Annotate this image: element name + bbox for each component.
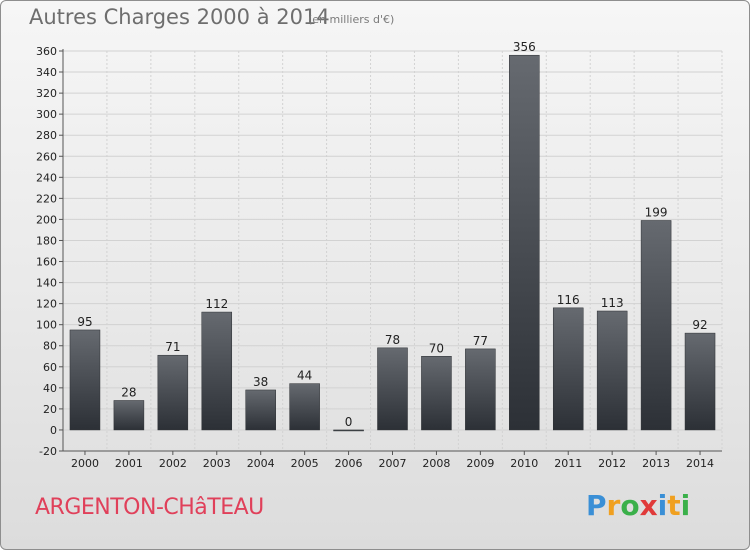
value-label: 0 <box>345 415 353 429</box>
y-tick-label: 300 <box>36 108 57 121</box>
value-label: 112 <box>205 297 228 311</box>
value-label: 28 <box>121 385 136 399</box>
x-tick-label: 2012 <box>598 457 626 470</box>
logo-letter: i <box>680 489 691 522</box>
logo-letter: i <box>657 489 668 522</box>
y-tick-label: -20 <box>39 445 57 458</box>
y-tick-label: 120 <box>36 298 57 311</box>
y-tick-label: 340 <box>36 66 57 79</box>
x-tick-label: 2006 <box>335 457 363 470</box>
value-label: 199 <box>645 205 668 219</box>
logo-letter: r <box>606 489 621 522</box>
bar <box>509 54 540 431</box>
x-tick-label: 2002 <box>159 457 187 470</box>
y-tick-label: 40 <box>43 382 57 395</box>
chart-title: Autres Charges 2000 à 2014 <box>29 5 330 29</box>
value-label: 116 <box>557 293 580 307</box>
value-label: 113 <box>601 296 624 310</box>
y-tick-label: 200 <box>36 213 57 226</box>
y-tick-label: 140 <box>36 277 57 290</box>
x-tick-label: 2008 <box>422 457 450 470</box>
value-label: 70 <box>429 341 444 355</box>
x-tick-label: 2000 <box>71 457 99 470</box>
bar <box>377 347 408 431</box>
y-tick-label: 20 <box>43 403 57 416</box>
bar <box>289 383 320 431</box>
chart-subtitle: (en milliers d'€) <box>308 13 395 26</box>
bar-chart: -20 0 20 40 60 80 100 120 140 160 180 200 220 240 260 2… <box>36 40 723 470</box>
bar <box>465 348 496 431</box>
x-tick-label: 2003 <box>203 457 231 470</box>
x-tick-label: 2007 <box>379 457 407 470</box>
bar <box>552 307 584 431</box>
value-label: 78 <box>385 333 400 347</box>
x-tick-label: 2004 <box>247 457 275 470</box>
place-name: ARGENTON-CHâTEAU <box>35 495 264 520</box>
y-tick-label: 60 <box>43 361 57 374</box>
bar <box>69 329 101 431</box>
logo-letter: x <box>639 489 658 522</box>
x-tick-label: 2014 <box>686 457 714 470</box>
y-tick-label: 220 <box>36 192 57 205</box>
x-tick-label: 2005 <box>291 457 319 470</box>
y-tick-label: 280 <box>36 129 57 142</box>
y-tick-label: 80 <box>43 340 57 353</box>
bar <box>596 310 628 431</box>
x-tick-label: 2010 <box>510 457 538 470</box>
logo-letter: t <box>667 489 681 522</box>
y-tick-label: 100 <box>36 319 57 332</box>
value-label: 95 <box>77 315 92 329</box>
bar <box>421 356 452 431</box>
value-label: 356 <box>513 40 536 54</box>
x-tick-label: 2009 <box>466 457 494 470</box>
bars <box>69 54 716 432</box>
logo-letter: P <box>586 489 607 522</box>
y-tick-label: 0 <box>50 424 57 437</box>
axes <box>59 49 722 455</box>
bar <box>333 429 364 432</box>
logo-letter: o <box>620 489 640 522</box>
y-tick-label: 360 <box>36 45 57 58</box>
proxiti-logo[interactable]: Proxiti <box>586 489 690 522</box>
value-label: 44 <box>297 369 312 383</box>
y-tick-label: 320 <box>36 87 57 100</box>
value-label: 38 <box>253 375 268 389</box>
value-label: 77 <box>473 334 488 348</box>
bar <box>245 389 276 431</box>
y-tick-label: 260 <box>36 150 57 163</box>
x-tick-label: 2013 <box>642 457 670 470</box>
bar <box>640 220 672 431</box>
y-tick-label: 160 <box>36 256 57 269</box>
labels: -20 0 20 40 60 80 100 120 140 160 180 200 220 240 260 2… <box>36 40 714 470</box>
bar <box>157 354 189 431</box>
y-tick-label: 240 <box>36 171 57 184</box>
bar <box>201 311 233 431</box>
bar <box>113 400 145 431</box>
x-tick-label: 2001 <box>115 457 143 470</box>
value-label: 71 <box>165 340 180 354</box>
y-tick-label: 180 <box>36 234 57 247</box>
bar <box>684 332 716 431</box>
value-label: 92 <box>692 318 707 332</box>
x-tick-label: 2011 <box>554 457 582 470</box>
